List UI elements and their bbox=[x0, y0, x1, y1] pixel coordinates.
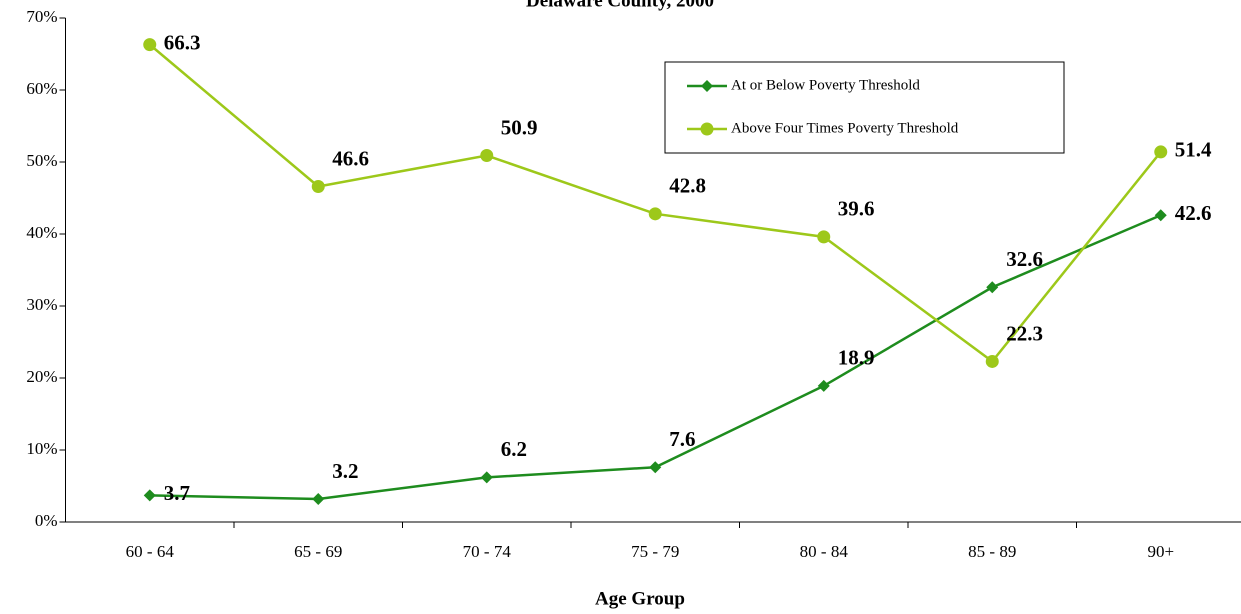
data-label: 3.7 bbox=[164, 481, 190, 505]
data-label: 3.2 bbox=[332, 459, 358, 483]
y-tick-label: 10% bbox=[26, 439, 57, 458]
x-axis-title: Age Group bbox=[595, 588, 685, 609]
y-tick-label: 30% bbox=[26, 295, 57, 314]
data-label: 66.3 bbox=[164, 30, 201, 54]
marker bbox=[143, 489, 156, 502]
marker bbox=[311, 179, 325, 193]
marker bbox=[312, 492, 325, 505]
y-tick-label: 0% bbox=[35, 511, 58, 530]
marker bbox=[143, 38, 157, 52]
marker bbox=[1154, 145, 1168, 159]
marker bbox=[817, 230, 831, 244]
x-tick-label: 75 - 79 bbox=[631, 542, 679, 561]
data-label: 42.6 bbox=[1175, 201, 1212, 225]
marker bbox=[700, 122, 714, 136]
marker bbox=[648, 207, 662, 221]
marker bbox=[986, 281, 999, 294]
x-tick-label: 65 - 69 bbox=[294, 542, 342, 561]
data-label: 42.8 bbox=[669, 174, 706, 198]
y-tick-label: 40% bbox=[26, 223, 57, 242]
data-label: 39.6 bbox=[838, 197, 875, 221]
data-label: 6.2 bbox=[501, 437, 527, 461]
x-tick-label: 70 - 74 bbox=[463, 542, 512, 561]
data-label: 7.6 bbox=[669, 427, 695, 451]
data-label: 32.6 bbox=[1006, 247, 1043, 271]
marker bbox=[701, 80, 713, 92]
data-label: 51.4 bbox=[1175, 138, 1212, 162]
marker bbox=[1154, 209, 1167, 222]
data-label: 18.9 bbox=[838, 346, 875, 370]
legend-label: Above Four Times Poverty Threshold bbox=[731, 120, 959, 136]
y-tick-label: 70% bbox=[26, 7, 57, 26]
legend-label: At or Below Poverty Threshold bbox=[731, 77, 920, 93]
y-tick-label: 20% bbox=[26, 367, 57, 386]
x-tick-label: 80 - 84 bbox=[800, 542, 849, 561]
chart-title: Delaware County, 2000 bbox=[526, 0, 714, 11]
legend-box bbox=[664, 61, 1065, 154]
x-tick-label: 85 - 89 bbox=[968, 542, 1016, 561]
y-tick-label: 60% bbox=[26, 79, 57, 98]
marker bbox=[480, 471, 493, 484]
data-label: 46.6 bbox=[332, 146, 369, 170]
marker bbox=[480, 149, 494, 163]
marker bbox=[649, 461, 662, 474]
marker bbox=[817, 379, 830, 392]
marker bbox=[985, 354, 999, 368]
x-tick-label: 60 - 64 bbox=[126, 542, 175, 561]
x-tick-label: 90+ bbox=[1147, 542, 1174, 561]
data-label: 22.3 bbox=[1006, 321, 1043, 345]
data-label: 50.9 bbox=[501, 115, 538, 139]
y-tick-label: 50% bbox=[26, 151, 57, 170]
